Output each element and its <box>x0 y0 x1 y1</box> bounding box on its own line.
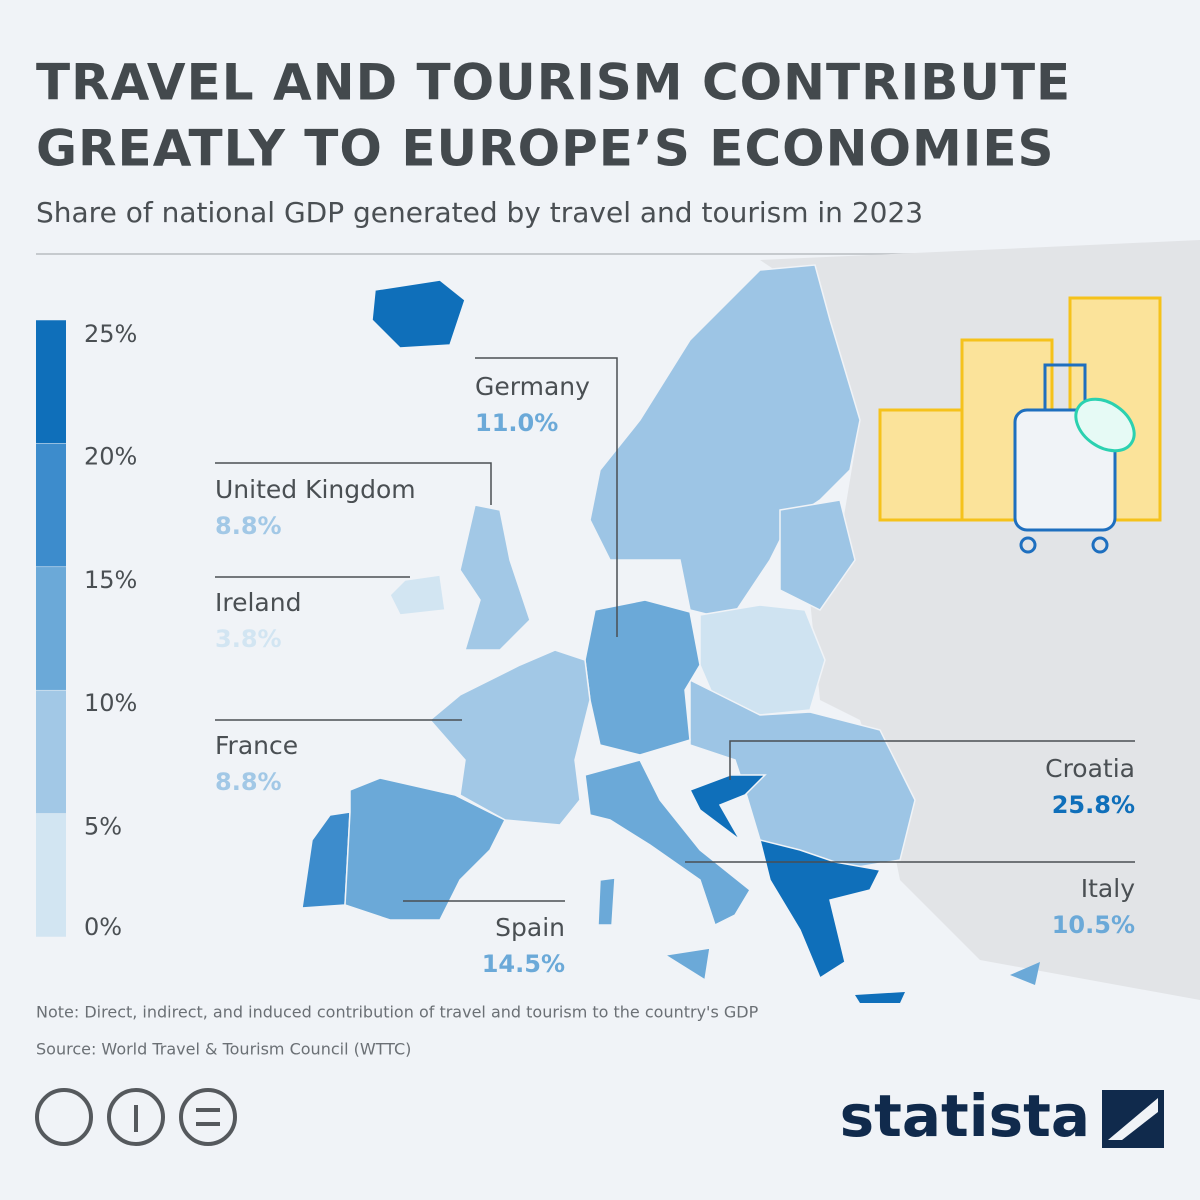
country <box>688 774 767 841</box>
legend-bin <box>36 690 66 814</box>
by-icon <box>107 1088 165 1146</box>
country-name: France <box>215 731 298 760</box>
country <box>584 759 751 927</box>
nd-icon <box>179 1088 237 1146</box>
legend-bin <box>36 443 66 567</box>
country <box>459 504 531 651</box>
country-value: 11.0% <box>475 409 558 437</box>
leader-line <box>215 462 492 505</box>
country <box>662 947 711 982</box>
hat <box>1074 397 1136 453</box>
map <box>301 240 1200 1003</box>
legend-tick-label: 20% <box>84 442 137 470</box>
note: Note: Direct, indirect, and induced cont… <box>36 1003 759 1022</box>
legend-bin <box>36 813 66 937</box>
wheel <box>1091 536 1109 554</box>
country-value: 3.8% <box>215 625 282 653</box>
license-icons <box>35 1088 237 1146</box>
country-value: 8.8% <box>215 512 282 540</box>
legend-bin <box>36 566 66 691</box>
subtitle: Share of national GDP generated by trave… <box>36 196 923 229</box>
wheel <box>1019 536 1037 554</box>
legend-tick-label: 5% <box>84 813 122 841</box>
land-crete <box>855 992 905 1003</box>
legend-bin <box>36 320 66 444</box>
land-cyprus <box>1010 962 1040 985</box>
title-line-2: GREATLY TO EUROPE’S ECONOMIES <box>36 120 1055 178</box>
title-line-1: TRAVEL AND TOURISM CONTRIBUTE <box>36 54 1071 112</box>
country-name: Italy <box>1081 874 1135 903</box>
coins <box>878 408 972 522</box>
legend-tick-label: 10% <box>84 689 137 717</box>
leader-line <box>729 740 1135 780</box>
logo-mark <box>1108 1098 1158 1140</box>
legend-tick-label: 25% <box>84 320 137 348</box>
leader-line <box>475 357 618 637</box>
legend-tick-label: 0% <box>84 913 122 941</box>
country <box>389 574 446 616</box>
cc-icon <box>35 1088 93 1146</box>
country <box>344 777 507 921</box>
country <box>597 877 616 926</box>
country <box>584 599 701 756</box>
leader-lines <box>215 357 1135 902</box>
land-greece <box>758 838 882 980</box>
travel-icon <box>878 296 1162 554</box>
country-name: Ireland <box>215 588 301 617</box>
land-poland <box>699 604 826 716</box>
country-value: 14.5% <box>482 950 565 978</box>
land-iceland <box>371 279 466 349</box>
brand-logo <box>1102 1090 1164 1148</box>
country-name: United Kingdom <box>215 475 416 504</box>
country-value: 10.5% <box>1052 911 1135 939</box>
country-name: Spain <box>495 913 565 942</box>
land-portugal <box>301 811 351 909</box>
land-baltics <box>779 499 856 611</box>
legend-tick-label: 15% <box>84 566 137 594</box>
country <box>428 649 591 826</box>
source: Source: World Travel & Tourism Council (… <box>36 1040 411 1059</box>
suitcase-handle <box>1043 363 1087 412</box>
brand: statista <box>840 1082 1090 1150</box>
country-value: 25.8% <box>1052 791 1135 819</box>
country-value: 8.8% <box>215 768 282 796</box>
country-name: Croatia <box>1045 754 1135 783</box>
country-name: Germany <box>475 372 590 401</box>
